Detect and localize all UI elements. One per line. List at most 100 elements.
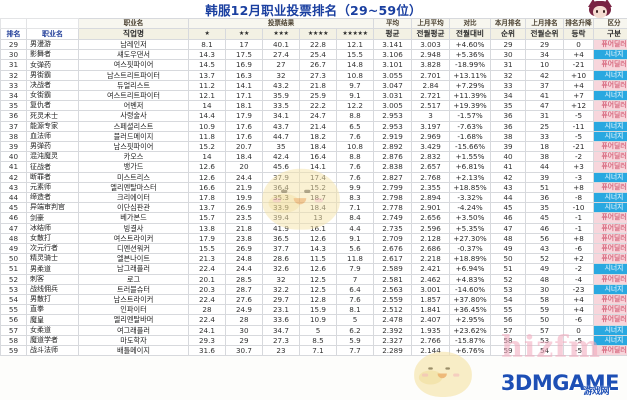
hdr-avg-cn: 平均 xyxy=(373,18,413,29)
row-star-3: 34.7 xyxy=(262,324,300,336)
table-row[interactable]: 59 战斗法师 배틀메이지 31.6 30.7 23 7.1 7.7 2.289 2.144 +6.… xyxy=(0,345,627,357)
row-star-4: 21.4 xyxy=(299,120,337,132)
row-rank-change: +7 xyxy=(563,90,595,102)
row-star-5: 10.8 xyxy=(335,69,375,81)
row-star-4: 10.9 xyxy=(299,314,337,326)
table-row[interactable]: 50 精灵骑士 엘븐나이트 21.3 24.8 28.6 11.5 11.8 2.617 2.21… xyxy=(0,253,627,265)
row-rank: 46 xyxy=(0,212,27,224)
table-row[interactable]: 33 决战者 듀얼리스트 11.2 14.1 43.2 21.8 9.7 3.047 2.84 +7… xyxy=(0,79,627,92)
row-star-4: 17.4 xyxy=(299,171,337,183)
table-row[interactable]: 51 男柔道 남그래플러 22.4 24.4 32.6 12.6 7.9 2.589 2.421 +… xyxy=(0,263,627,275)
row-rank-change: -1 xyxy=(563,212,595,224)
row-rank-change: +3 xyxy=(563,161,595,173)
table-row[interactable]: 43 元素师 엘리멘탈마스터 16.6 21.9 36.4 15.2 9.9 2.799 2.35… xyxy=(0,181,627,194)
table-row[interactable]: 53 战线佣兵 트러블슈터 20.3 28.7 32.2 12.5 6.4 2.563 3.001… xyxy=(0,283,627,296)
table-row[interactable]: 54 男散打 남스트라이커 22.4 27.6 29.7 12.8 7.6 2.559 1.857… xyxy=(0,294,627,306)
ranking-table: 职业名 投票结果 平均 上月平均 对比 本月排名 上月排名 排名升降 区分 排名… xyxy=(0,18,627,357)
kind-chip: 퓨어딜러 xyxy=(594,183,627,192)
table-row[interactable]: 47 冰结师 빙결사 13.8 21.8 41.9 16.1 4.4 2.735 2.596 +5.… xyxy=(0,222,627,234)
row-rank-change: +12 xyxy=(563,100,595,112)
row-kind-badge: 퓨어딜러 xyxy=(593,38,627,51)
row-rank: 36 xyxy=(0,110,27,122)
row-star-2: 17.5 xyxy=(225,49,263,61)
table-row[interactable]: 36 死灵术士 사령술사 14.4 17.9 34.1 24.7 8.8 2.953 3 -1.57… xyxy=(0,110,627,122)
row-kind-badge: 퓨어딜러 xyxy=(593,294,627,306)
table-row[interactable]: 57 女柔道 여그래플러 24.1 30 34.7 5 6.2 2.392 1.935 +23.62… xyxy=(0,324,627,336)
hdr-job-kr: 직업명 xyxy=(78,28,189,40)
row-this-rank: 42 xyxy=(490,171,527,183)
row-rank: 37 xyxy=(0,120,27,132)
row-star-5: 7.9 xyxy=(335,263,375,275)
row-rank-change: +4 xyxy=(563,49,595,61)
hdr-last-avg-cn: 上月平均 xyxy=(411,18,451,29)
row-last-average: 3.001 xyxy=(411,283,451,296)
table-row[interactable]: 56 魔皇 엘리멘탈바머 22.4 28 33.6 10.9 5 2.478 2.407 +2.95… xyxy=(0,314,627,326)
row-star-3: 37.9 xyxy=(262,171,300,183)
row-rank: 48 xyxy=(0,232,27,245)
row-last-rank: 37 xyxy=(525,79,565,92)
table-row[interactable]: 32 男街霸 남스트리트파이터 13.7 16.3 32 27.3 10.8 3.055 2.70… xyxy=(0,69,627,81)
row-last-average: 3.197 xyxy=(411,120,451,132)
row-ratio: +3.50% xyxy=(449,212,492,224)
title-bar: 韩服12月职业投票排名（29~59位） xyxy=(0,0,627,18)
row-star-1: 12.6 xyxy=(188,161,226,173)
table-row[interactable]: 34 女街霸 여스트리트파이터 12.1 17.1 35.9 25.9 9.1 3.031 2.7… xyxy=(0,90,627,102)
row-star-5: 5.6 xyxy=(335,243,375,255)
row-rank-change: -21 xyxy=(563,59,595,71)
row-star-1: 13.8 xyxy=(188,222,226,234)
kind-chip: 퓨어딜러 xyxy=(594,152,627,161)
row-name-kr: 트러블슈터 xyxy=(78,283,189,296)
table-row[interactable]: 30 影舞者 섀도우댄서 14.3 17.5 27.4 25.4 15.5 3.106 2.948… xyxy=(0,49,627,61)
row-average: 3.005 xyxy=(373,100,413,112)
table-row[interactable]: 44 缔造者 크리에이터 17.8 19.9 35.3 18.7 8.3 2.798 2.894-… xyxy=(0,192,627,204)
hdr-vote-result-cn: 投票结果 xyxy=(187,18,375,29)
row-ratio: -7.63% xyxy=(449,120,492,132)
table-row[interactable]: 49 次元行者 디멘션워커 15.5 26.9 37.7 14.3 5.6 2.676 2.686… xyxy=(0,243,627,255)
table-row[interactable]: 41 征战者 뱅가드 12.6 20 45.6 14.1 7.6 2.838 2.657 +6.81… xyxy=(0,161,627,173)
row-star-1: 15.2 xyxy=(188,141,226,153)
row-name-kr: 엘리멘탈마스터 xyxy=(78,181,189,194)
row-name-cn: 女散打 xyxy=(26,232,79,245)
table-row[interactable]: 46 剑豪 베가본드 15.7 23.5 39.4 13 8.4 2.749 2.656 +3.50… xyxy=(0,212,627,224)
row-name-cn: 剑豪 xyxy=(26,212,79,224)
row-star-4: 18.4 xyxy=(299,141,337,153)
kind-chip: 시너지 xyxy=(594,203,627,212)
row-last-rank: 58 xyxy=(525,294,565,306)
row-name-kr: 카오스 xyxy=(78,151,189,163)
row-name-cn: 男弹药 xyxy=(26,141,79,153)
row-average: 2.327 xyxy=(373,334,413,347)
kind-chip: 시너지 xyxy=(594,193,627,202)
row-last-average: 2.657 xyxy=(411,161,451,173)
row-average: 2.749 xyxy=(373,212,413,224)
row-rank: 55 xyxy=(0,304,27,316)
row-last-rank: 41 xyxy=(525,90,565,102)
table-row[interactable]: 52 刺客 로그 20.1 28.5 32 12.5 7 2.581 2.462 +4.83% 52 4… xyxy=(0,273,627,285)
table-row[interactable]: 29 男漫游 남레인저 8.1 17 40.1 22.8 12.1 3.141 3.003 +4.6… xyxy=(0,38,627,51)
row-name-kr: 여스트리트파이터 xyxy=(78,90,189,102)
row-rank: 30 xyxy=(0,49,27,61)
table-row[interactable]: 42 断罪者 미스트리스 12.6 24.4 37.9 17.4 7.6 2.827 2.768 +… xyxy=(0,171,627,183)
row-star-5: 8.3 xyxy=(335,192,375,204)
table-row[interactable]: 37 能源专家 스페셜리스트 10.9 17.6 43.7 21.4 6.5 2.953 3.19… xyxy=(0,120,627,132)
row-kind-badge: 퓨어딜러 xyxy=(593,304,627,316)
table-row[interactable]: 35 复仇者 어벤저 14 18.1 33.5 22.2 12.2 3.005 2.517 +19.… xyxy=(0,100,627,112)
row-ratio: -18.99% xyxy=(449,59,492,71)
table-row[interactable]: 45 异端审判官 이단심판관 13.7 26.9 33.9 18.4 7.1 2.778 2.90… xyxy=(0,202,627,214)
row-rank: 41 xyxy=(0,161,27,173)
table-row[interactable]: 48 女散打 여스트라이커 17.9 23.8 36.5 12.6 9.1 2.709 2.128… xyxy=(0,232,627,245)
table-row[interactable]: 39 男弹药 남스핏파이어 15.2 20.7 35 18.4 10.8 2.892 3.429-… xyxy=(0,141,627,153)
row-star-4: 21.8 xyxy=(299,79,337,92)
row-star-3: 35.3 xyxy=(262,192,300,204)
row-ratio: +4.83% xyxy=(449,273,492,285)
table-row[interactable]: 31 女弹药 여스핏파이어 14.5 16.9 27 26.7 14.8 3.101 3.828-… xyxy=(0,59,627,71)
table-row[interactable]: 40 混沌魔灵 카오스 14 18.4 42.4 16.4 8.8 2.876 2.832 +1.5… xyxy=(0,151,627,163)
table-row[interactable]: 55 直拳 인파이터 28 24.9 23.1 15.9 8.1 2.512 1.841 +36.4… xyxy=(0,304,627,316)
table-row[interactable]: 58 魔道学者 마도학자 29.3 29 27.3 8.5 5.9 2.327 2.766 -15.… xyxy=(0,334,627,347)
row-rank: 54 xyxy=(0,294,27,306)
row-last-average: 2.656 xyxy=(411,212,451,224)
table-row[interactable]: 38 血法师 블러드메이지 11.8 17.6 44.7 18.2 7.6 2.919 2.969… xyxy=(0,130,627,143)
row-last-rank: 31 xyxy=(525,110,565,122)
row-star-3: 36.5 xyxy=(262,232,300,245)
row-star-1: 11.8 xyxy=(188,130,226,143)
row-star-2: 28.7 xyxy=(225,283,263,296)
